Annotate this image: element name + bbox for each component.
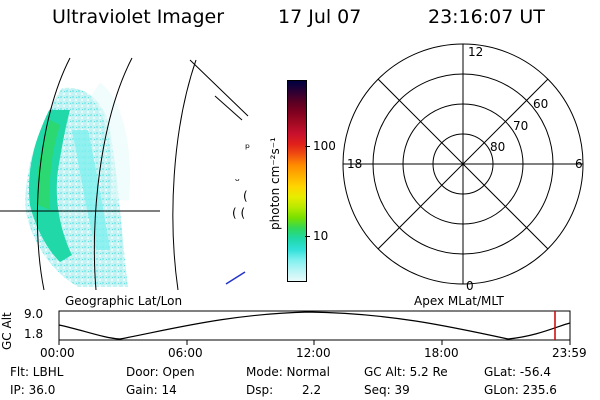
timeline-xtick-0600: 06:00 [168, 346, 203, 360]
ip-info: IP: 36.0 [10, 383, 56, 397]
colorbar [287, 80, 307, 282]
altitude-timeline-plot [58, 310, 571, 345]
timeline-xtick-2359: 23:59 [552, 346, 587, 360]
timeline-xtick-0000: 00:00 [40, 346, 75, 360]
mlt-label-0: 0 [466, 279, 474, 293]
glat-info: GLat: -56.4 [484, 365, 551, 379]
mlt-label-12: 12 [468, 45, 483, 59]
timeline-xtick-1200: 12:00 [296, 346, 331, 360]
svg-text:(: ( [243, 189, 248, 203]
date-label: 17 Jul 07 [278, 6, 362, 28]
right-panel-title: Apex MLat/MLT [414, 294, 504, 308]
colorbar-unit-label: photon cm⁻²s⁻¹ [268, 137, 282, 230]
auroral-oval-emission [25, 82, 130, 287]
instrument-title: Ultraviolet Imager [52, 6, 225, 28]
colorbar-tick-label-10: 10 [313, 229, 329, 243]
gain-info: Gain: 14 [126, 383, 177, 397]
geographic-image-panel: ᵖ ᵕ ( ( ( [0, 57, 250, 291]
mode-info: Mode: Normal [246, 365, 330, 379]
mlat-label-60: 60 [533, 97, 548, 111]
latitude-longitude-grid [0, 57, 249, 291]
timeline-ytick-low: 1.8 [24, 327, 44, 341]
svg-text:ᵕ: ᵕ [235, 174, 240, 188]
mlt-label-18: 18 [347, 157, 362, 171]
door-info: Door: Open [126, 365, 195, 379]
limb-edge-marks: ᵖ ᵕ ( ( ( [232, 141, 250, 220]
timeline-xtick-1800: 18:00 [424, 346, 459, 360]
mlat-label-70: 70 [513, 119, 528, 133]
mlt-label-6: 6 [575, 157, 583, 171]
sequence-info: Seq: 39 [364, 383, 410, 397]
dsp-info-label: Dsp: [246, 383, 274, 397]
time-label: 23:16:07 UT [428, 6, 545, 28]
mlat-label-80: 80 [490, 140, 505, 154]
colorbar-tick-label-100: 100 [313, 139, 336, 153]
polar-mlat-mlt-plot: 12 18 6 0 60 70 80 [342, 43, 584, 293]
svg-text:ᵖ: ᵖ [245, 141, 250, 155]
colorbar-tick-100 [305, 146, 310, 147]
colorbar-tick-10 [305, 236, 310, 237]
gc-alt-info: GC Alt: 5.2 Re [364, 365, 448, 379]
timeline-ytick-high: 9.0 [24, 307, 44, 321]
dsp-info-value: 2.2 [302, 383, 322, 397]
glon-info: GLon: 235.6 [484, 383, 557, 397]
svg-text:( (: ( ( [232, 206, 245, 220]
filter-info: Flt: LBHL [10, 365, 64, 379]
left-panel-title: Geographic Lat/Lon [65, 294, 183, 308]
timeline-axis-label: GC Alt [0, 312, 14, 350]
orbit-track [225, 271, 246, 285]
gc-altitude-curve [58, 311, 571, 340]
